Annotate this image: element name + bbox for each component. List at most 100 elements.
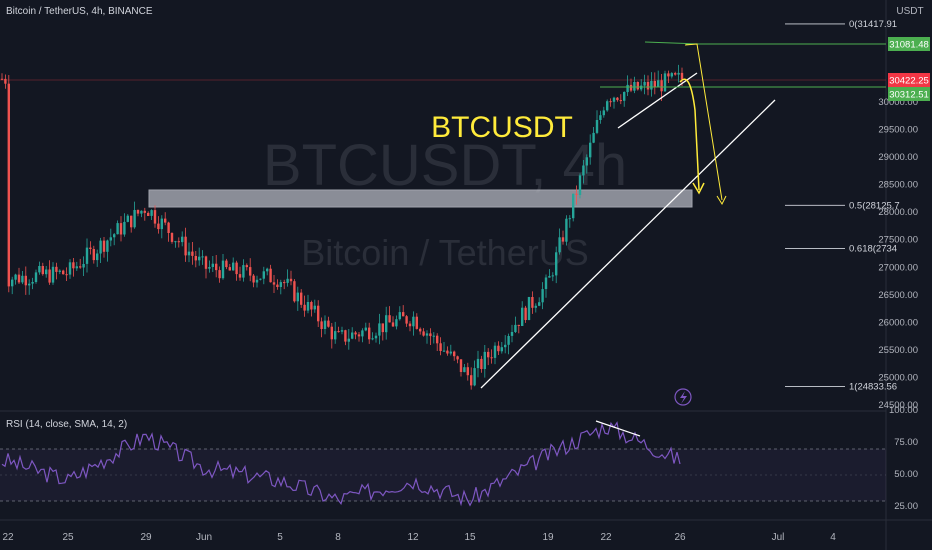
projection-arrow-1[interactable] — [679, 78, 700, 191]
candle — [215, 255, 218, 278]
rsi-axis: 100.00 75.00 50.00 25.00 — [889, 405, 918, 512]
candle — [194, 251, 197, 268]
candle — [266, 267, 269, 276]
fib-level[interactable]: 1(24833.56 — [785, 382, 897, 393]
candle — [323, 315, 327, 335]
price-badge: 30312.51 — [888, 87, 930, 101]
candle — [218, 266, 221, 283]
candle — [242, 259, 245, 282]
candle — [391, 316, 395, 327]
candle — [238, 266, 242, 281]
time-tick-label: 19 — [542, 532, 554, 543]
candle — [204, 255, 208, 279]
candle — [228, 264, 231, 271]
annotation-label[interactable]: BTCUSDT — [431, 111, 573, 144]
candle — [150, 209, 153, 220]
candle — [14, 273, 17, 285]
candle — [136, 209, 140, 217]
candle — [337, 326, 340, 333]
candle — [653, 72, 656, 95]
candle — [490, 349, 493, 364]
fib-level[interactable]: 0.618(2734 — [785, 243, 897, 254]
price-tick-label: 25500.00 — [878, 345, 918, 356]
candle — [606, 99, 609, 112]
currency-label: USDT — [896, 6, 923, 17]
candle — [623, 91, 626, 107]
candle — [235, 260, 238, 281]
candle — [364, 322, 367, 332]
candle — [184, 227, 187, 262]
candle — [198, 247, 201, 266]
candle — [361, 328, 364, 343]
time-tick-label: Jun — [196, 532, 212, 543]
candle — [51, 262, 55, 285]
rsi-tick-label: 100.00 — [889, 405, 918, 416]
candle — [62, 269, 65, 275]
rsi-tick-label: 50.00 — [894, 469, 918, 480]
candle — [446, 346, 449, 356]
candle — [357, 332, 361, 342]
candle — [279, 279, 282, 295]
svg-text:30312.51: 30312.51 — [889, 90, 929, 101]
price-tick-label: 29000.00 — [878, 152, 918, 163]
candle — [347, 329, 350, 350]
rsi-tick-label: 75.00 — [894, 437, 918, 448]
candle — [334, 321, 337, 344]
price-tick-label: 27500.00 — [878, 235, 918, 246]
candle — [514, 316, 517, 333]
candle — [459, 359, 463, 377]
candle — [340, 326, 344, 335]
rsi-divergence-line[interactable] — [595, 420, 641, 437]
projection-arrow-2[interactable] — [684, 43, 723, 201]
lightning-icon[interactable] — [674, 388, 692, 406]
candle — [670, 72, 673, 79]
candle — [667, 70, 670, 83]
candle — [245, 263, 248, 271]
candle — [476, 350, 480, 378]
candle — [140, 210, 143, 218]
svg-text:1(24833.56: 1(24833.56 — [849, 382, 897, 393]
svg-text:0.5(28125.7: 0.5(28125.7 — [849, 200, 900, 211]
candle — [130, 215, 133, 233]
candle — [45, 266, 48, 278]
candle — [517, 324, 520, 334]
candle — [177, 237, 180, 248]
candle — [541, 282, 544, 310]
candle — [170, 232, 174, 244]
candle — [616, 97, 619, 102]
candle — [300, 289, 303, 308]
candle — [415, 313, 418, 330]
candle — [429, 328, 432, 345]
watermark-name: Bitcoin / TetherUS — [301, 232, 588, 273]
fib-level[interactable]: 0(31417.91 — [785, 19, 897, 30]
candle — [286, 269, 289, 287]
candle — [480, 355, 483, 373]
candle — [493, 342, 497, 365]
candle — [510, 324, 514, 343]
support-zone[interactable] — [148, 189, 693, 208]
candle — [456, 355, 459, 364]
candle — [412, 311, 415, 336]
candle — [249, 258, 252, 282]
candle — [371, 332, 374, 341]
candle — [633, 76, 636, 94]
candle — [398, 306, 401, 321]
candle — [187, 242, 191, 263]
wedge-lower-line[interactable] — [617, 72, 698, 129]
rising-trendline[interactable] — [480, 99, 776, 389]
candle — [106, 239, 109, 262]
price-badge: 30422.25 — [888, 73, 930, 87]
fib-level[interactable]: 0.5(28125.7 — [785, 200, 900, 211]
candle — [89, 241, 92, 255]
price-badges: 31081.48 30422.25 30312.51 — [888, 37, 930, 101]
candle — [626, 75, 629, 96]
chart-header: Bitcoin / TetherUS, 4h, BINANCE — [6, 6, 153, 17]
candle — [602, 106, 605, 118]
candle — [4, 74, 7, 89]
candle — [320, 317, 323, 338]
candle — [432, 332, 435, 344]
candle — [160, 215, 163, 239]
candle — [663, 70, 667, 92]
candle — [289, 270, 293, 286]
